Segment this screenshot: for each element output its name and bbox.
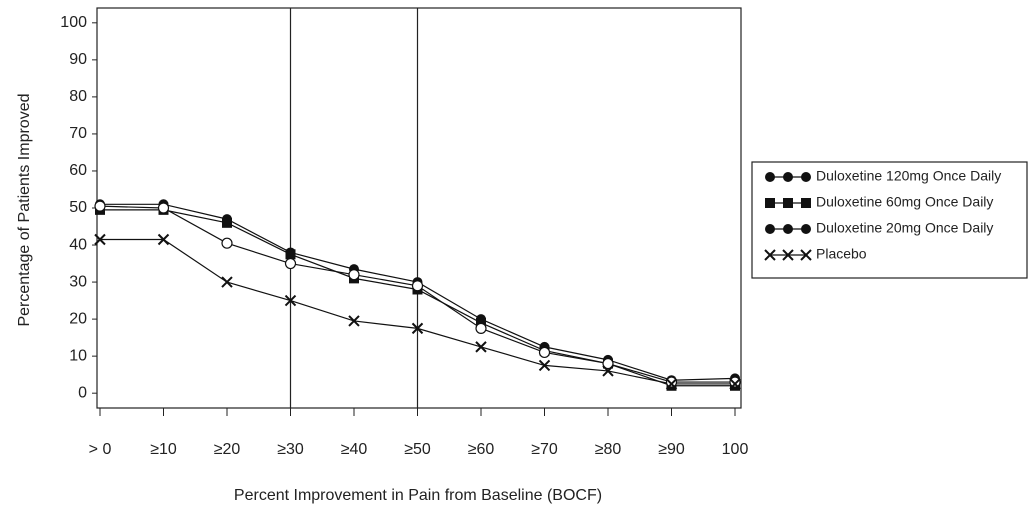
marker	[729, 378, 741, 390]
y-tick-label: 10	[69, 347, 87, 364]
marker	[411, 280, 424, 292]
marker	[94, 200, 106, 212]
plot-frame	[96, 7, 742, 409]
y-tick-label: 0	[78, 384, 87, 401]
marker	[782, 249, 794, 261]
legend-label: Duloxetine 20mg Once Daily	[816, 220, 993, 236]
x-tick-label: ≥60	[468, 441, 495, 458]
marker	[729, 376, 741, 388]
x-tick-label: ≥40	[341, 441, 368, 458]
y-tick-label: 40	[69, 236, 87, 253]
marker	[801, 172, 811, 182]
x-tick-label: ≥20	[214, 441, 241, 458]
x-tick-label: ≥70	[531, 441, 558, 458]
legend-label: Placebo	[816, 246, 867, 262]
marker	[765, 198, 775, 208]
marker	[221, 237, 233, 249]
y-tick-label: 20	[69, 310, 87, 327]
x-tick-label: ≥10	[150, 441, 177, 458]
marker	[411, 322, 424, 335]
legend-label: Duloxetine 120mg Once Daily	[816, 168, 1001, 184]
marker	[783, 172, 793, 182]
marker	[221, 276, 233, 288]
x-tick-label: 100	[722, 441, 749, 458]
marker	[475, 322, 487, 334]
marker	[538, 359, 551, 372]
marker	[157, 233, 170, 246]
y-tick-label: 50	[69, 199, 87, 216]
y-tick-label: 60	[69, 162, 87, 179]
marker	[800, 249, 812, 261]
marker	[764, 249, 776, 261]
y-tick-label: 30	[69, 273, 87, 290]
marker	[765, 172, 775, 182]
marker	[348, 315, 360, 327]
marker	[94, 233, 106, 246]
marker	[222, 217, 232, 228]
marker	[665, 376, 678, 388]
marker	[538, 346, 551, 359]
marker	[475, 341, 487, 353]
x-tick-label: > 0	[89, 441, 112, 458]
y-tick-label: 70	[69, 125, 87, 142]
legend: Duloxetine 120mg Once Daily Duloxetine 60…	[764, 168, 1001, 262]
x-tick-label: ≥30	[277, 441, 304, 458]
legend-label: Duloxetine 60mg Once Daily	[816, 194, 993, 210]
marker	[765, 224, 775, 234]
legend-box	[751, 161, 1028, 279]
y-tick-label: 100	[60, 14, 87, 31]
marker	[284, 294, 297, 307]
y-tick-label: 80	[69, 88, 87, 105]
marker	[157, 202, 170, 214]
x-tick-label: ≥80	[595, 441, 622, 458]
marker	[801, 224, 811, 234]
marker	[284, 257, 297, 270]
marker	[665, 378, 678, 390]
x-tick-label: ≥50	[404, 441, 431, 458]
marker	[285, 249, 296, 260]
marker	[602, 357, 614, 370]
x-tick-label: ≥90	[658, 441, 685, 458]
marker	[348, 269, 360, 281]
x-axis-label: Percent Improvement in Pain from Baselin…	[234, 487, 602, 504]
y-tick-label: 90	[69, 51, 87, 68]
marker	[602, 365, 614, 377]
marker	[801, 198, 811, 208]
marker	[783, 198, 793, 208]
marker	[783, 224, 793, 234]
y-axis-label: Percentage of Patients Improved	[16, 93, 33, 326]
